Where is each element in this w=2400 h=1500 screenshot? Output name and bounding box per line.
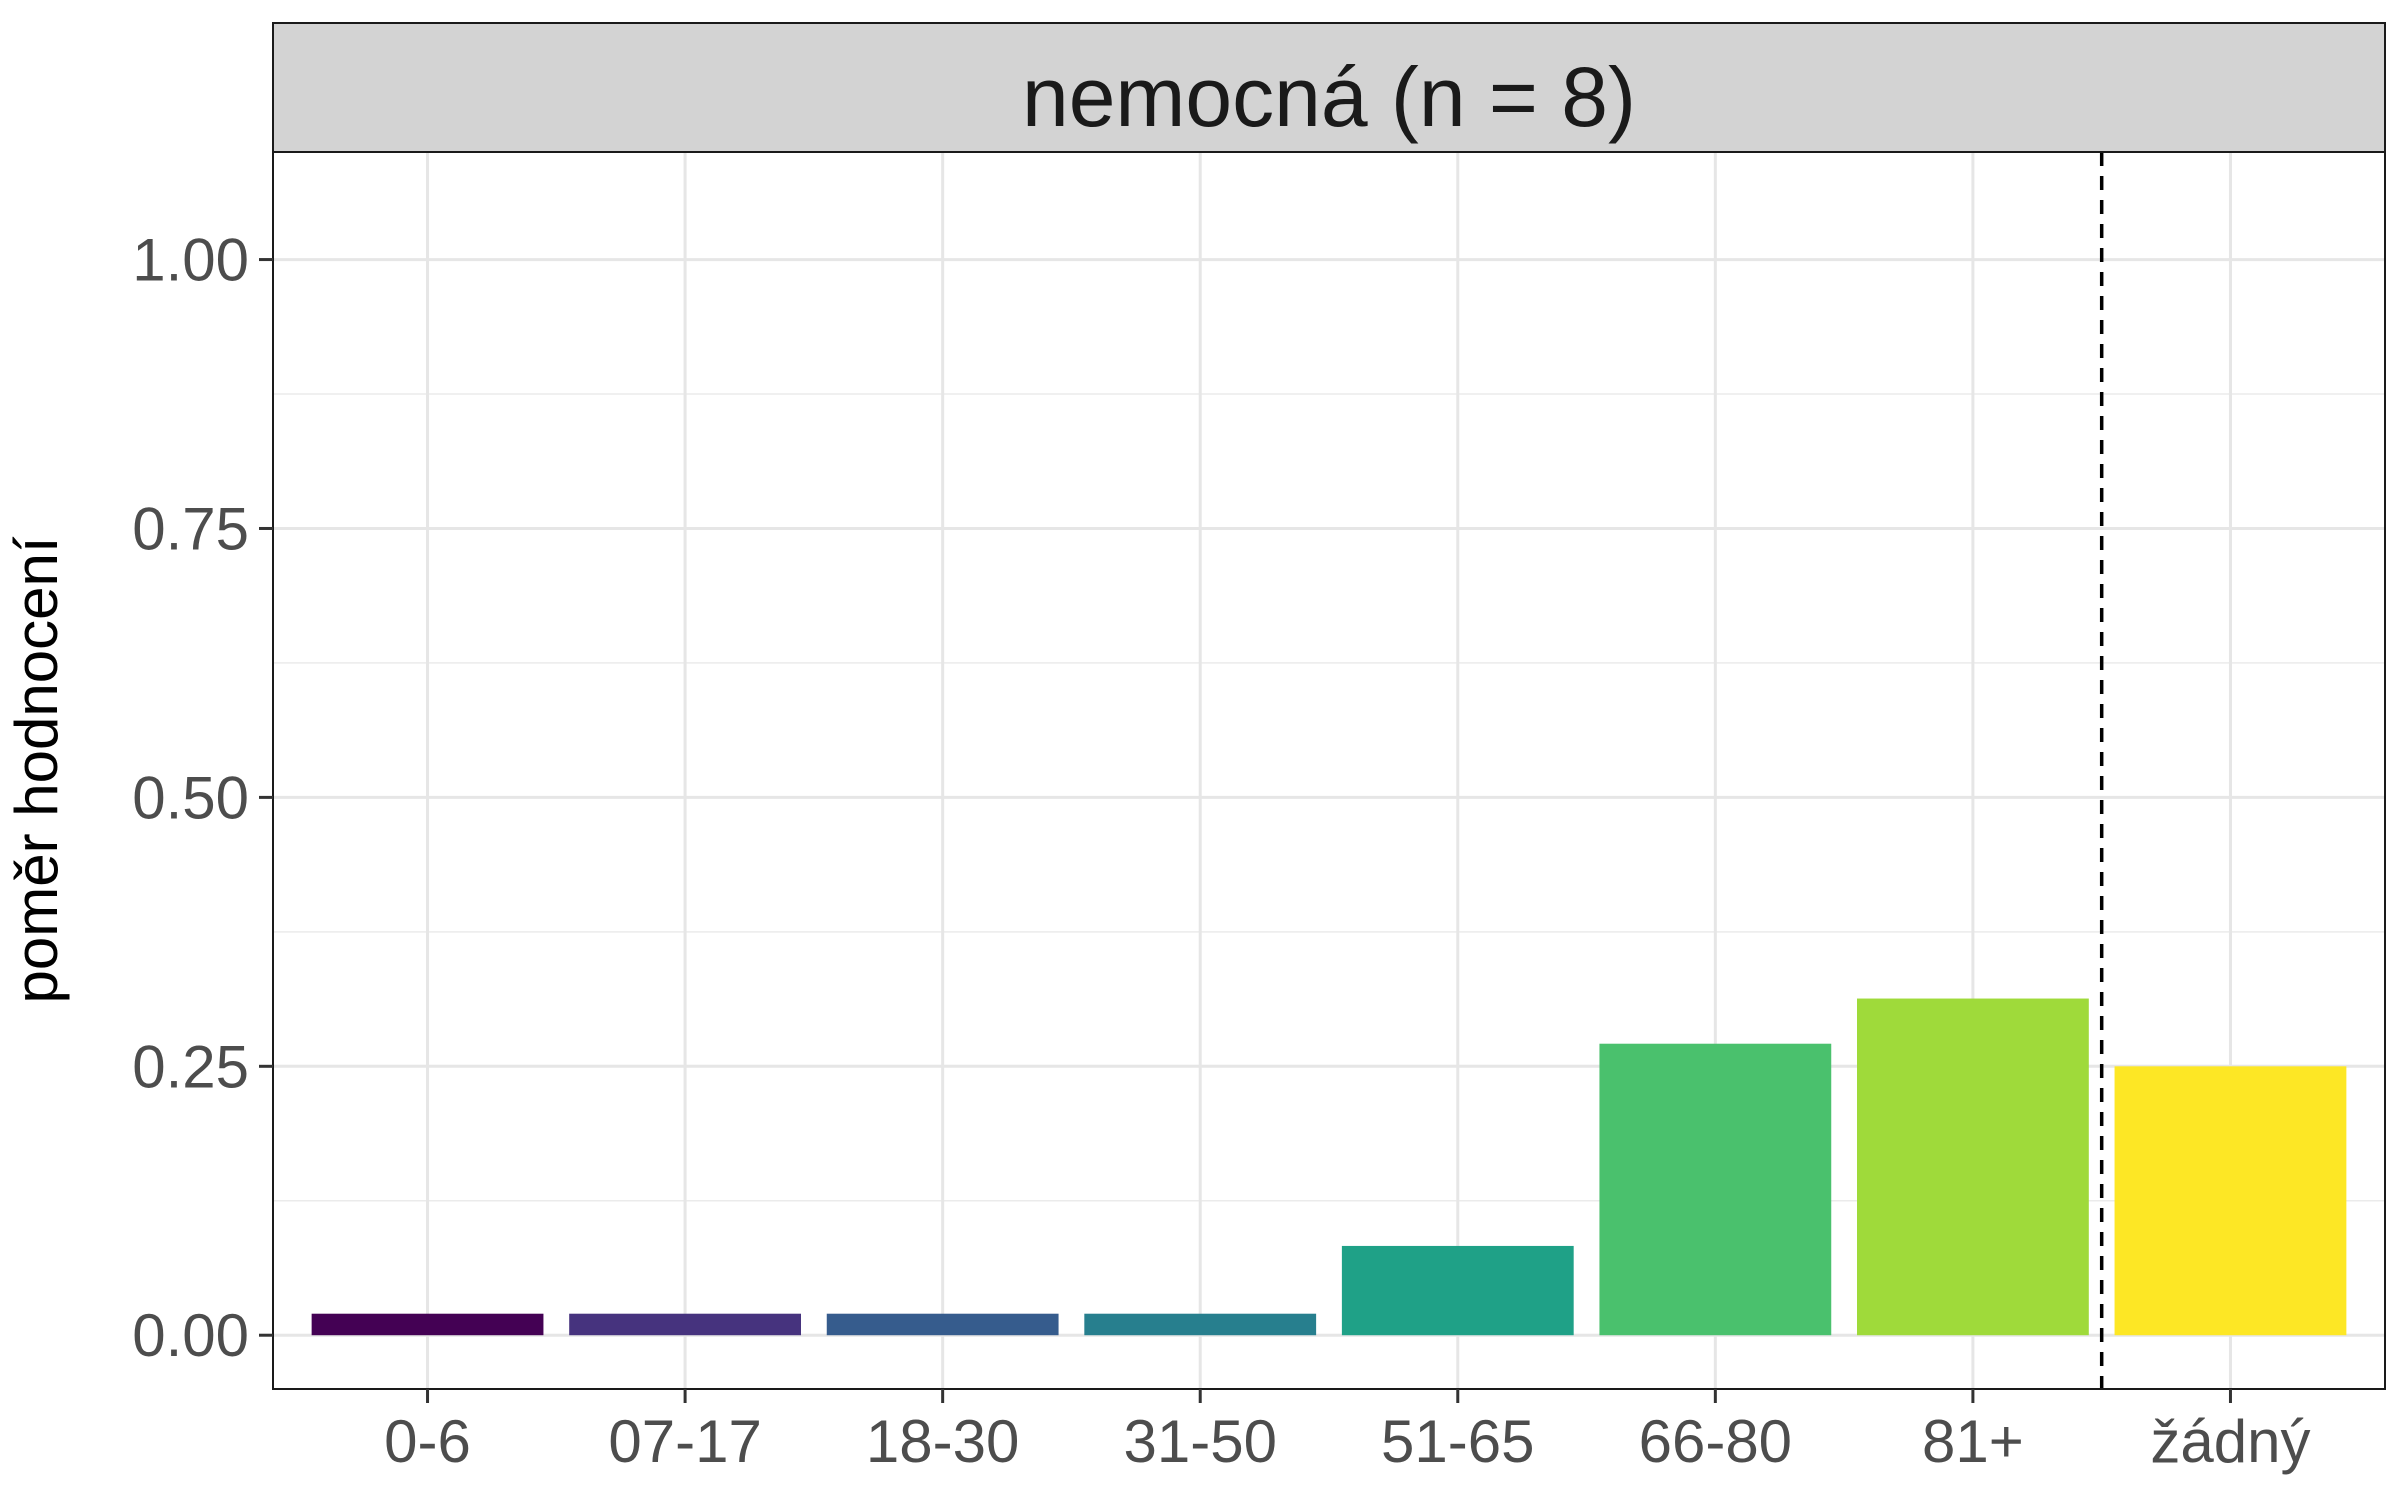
bar-18-30 — [826, 1313, 1059, 1336]
x-tick-label: žádný — [2150, 1408, 2310, 1475]
x-tick-label: 66-80 — [1639, 1408, 1792, 1475]
x-tick-label: 31-50 — [1123, 1408, 1276, 1475]
y-tick-label: 0.00 — [132, 1302, 249, 1369]
facet-title: nemocná (n = 8) — [1022, 50, 1636, 144]
bar-07-17 — [569, 1313, 801, 1336]
bar-31-50 — [1084, 1313, 1317, 1336]
facet-strip — [272, 22, 2386, 153]
bars — [311, 998, 2347, 1336]
x-axis: 0-6 07-17 18-30 31-50 51-65 66-80 81+ žádný — [384, 1389, 2311, 1475]
x-tick-label: 81+ — [1922, 1408, 2024, 1475]
y-tick-label: 0.75 — [132, 495, 249, 562]
grid-major — [273, 152, 2385, 1389]
grid-minor — [273, 393, 2385, 1202]
y-axis: 0.00 0.25 0.50 0.75 1.00 — [132, 227, 273, 1369]
y-tick-label: 1.00 — [132, 227, 249, 294]
x-tick-label: 07-17 — [608, 1408, 761, 1475]
plot-panel-border — [272, 151, 2386, 1390]
bar-0-6 — [311, 1313, 544, 1336]
bar-66-80 — [1599, 1043, 1832, 1336]
y-tick-label: 0.50 — [132, 764, 249, 831]
x-tick-label: 51-65 — [1381, 1408, 1534, 1475]
bar-51-65 — [1341, 1245, 1574, 1336]
x-tick-label: 18-30 — [866, 1408, 1019, 1475]
y-axis-title: poměr hodnocení — [3, 536, 70, 1003]
y-tick-label: 0.25 — [132, 1033, 249, 1100]
x-tick-label: 0-6 — [384, 1408, 471, 1475]
bar-žádný — [2114, 1066, 2347, 1336]
bar-81+ — [1857, 998, 2089, 1336]
